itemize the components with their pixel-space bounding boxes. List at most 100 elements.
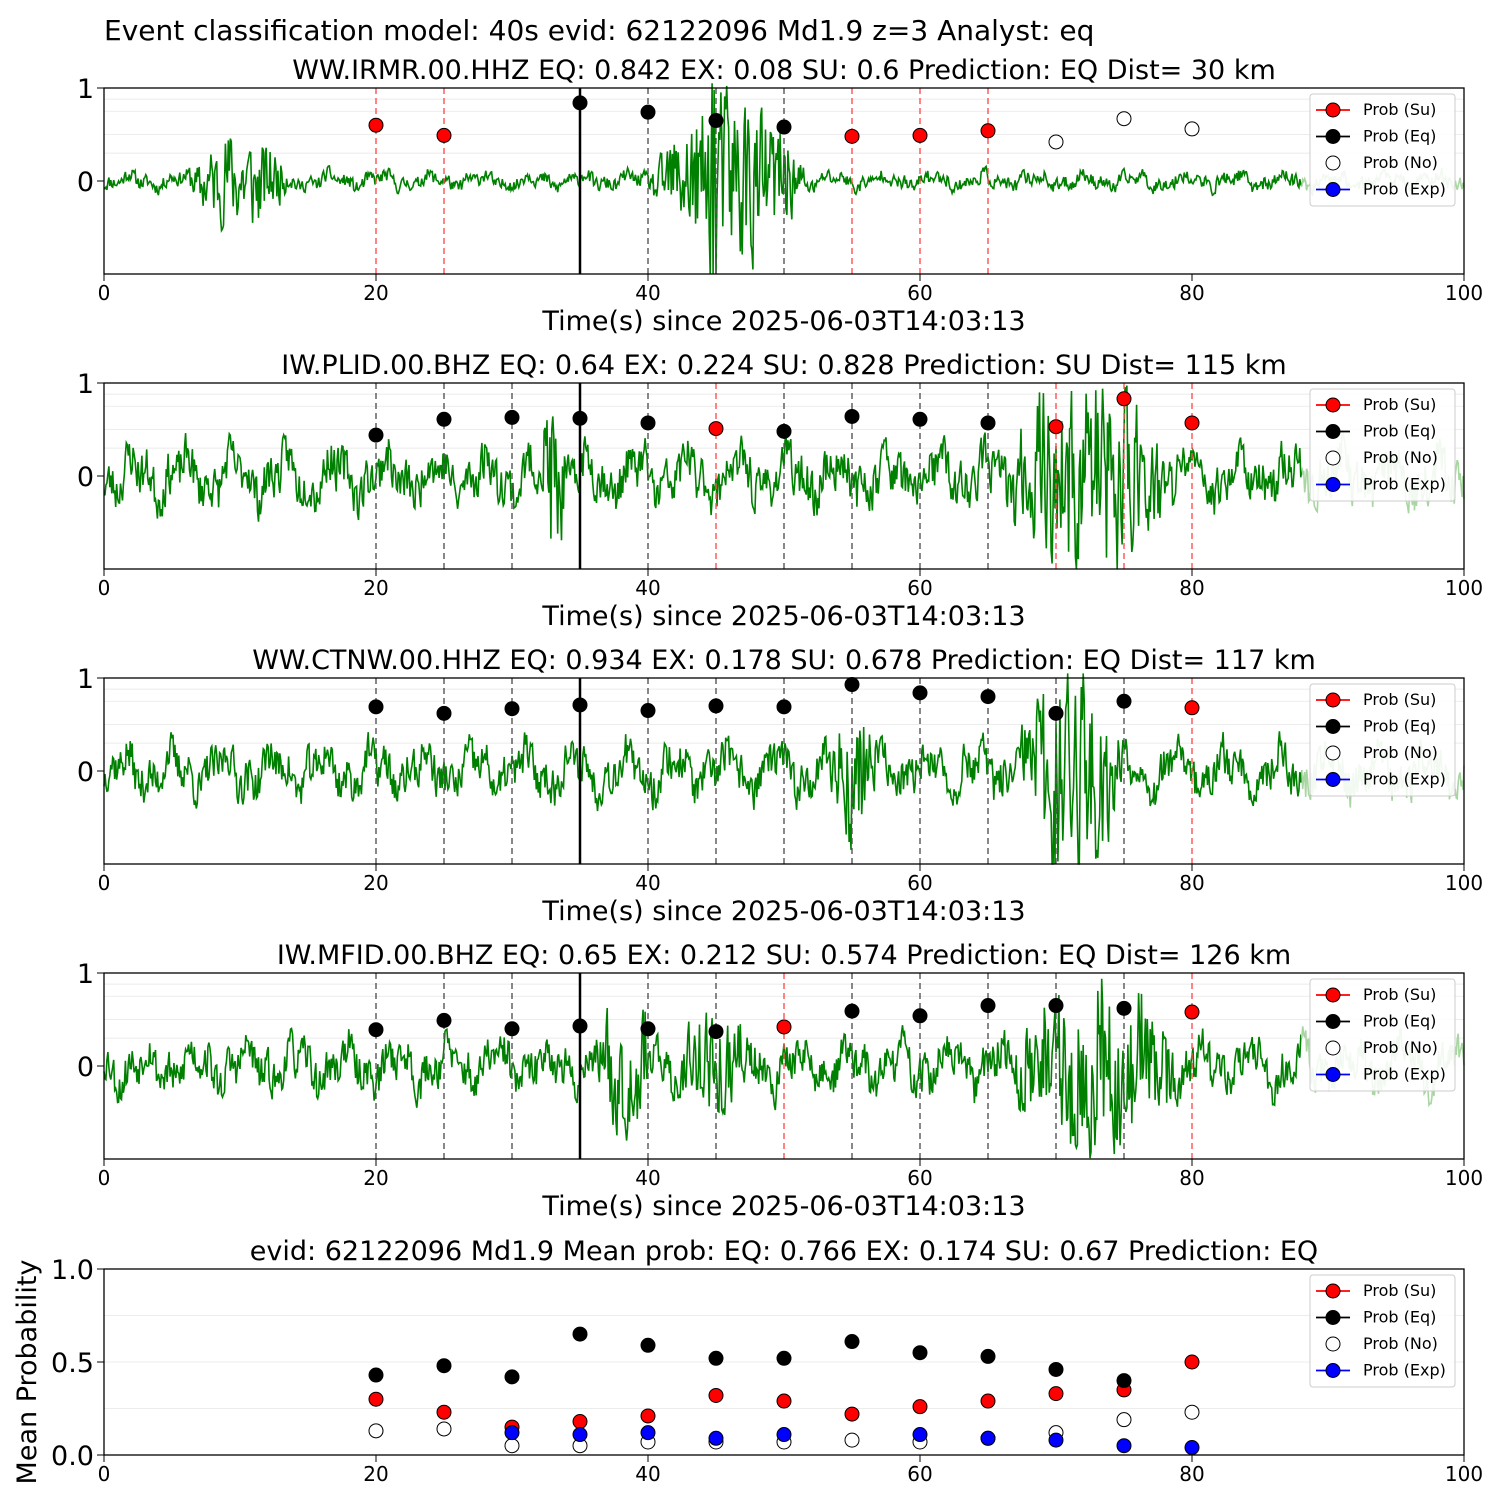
- mean-point-su: [980, 1393, 996, 1409]
- mean-point-exp: [1048, 1432, 1064, 1448]
- mean-point-exp: [640, 1425, 656, 1441]
- mean-point-su: [708, 1387, 724, 1403]
- mean-point-exp: [572, 1427, 588, 1443]
- legend-label: Prob (Exp): [1363, 1361, 1446, 1380]
- legend-label: Prob (Exp): [1363, 770, 1446, 789]
- prob-point-eq: [708, 1024, 724, 1040]
- mean-point-exp: [776, 1427, 792, 1443]
- legend-marker-eq: [1325, 1014, 1341, 1029]
- mean-point-eq: [436, 1358, 452, 1374]
- y-tick-label: 1: [77, 959, 94, 990]
- x-tick-label: 80: [1179, 281, 1204, 305]
- legend-label: Prob (No): [1363, 743, 1438, 762]
- prob-point-eq: [1048, 705, 1064, 721]
- prob-point-su: [708, 421, 724, 437]
- mean-point-no: [436, 1421, 452, 1437]
- prob-point-su: [368, 117, 384, 133]
- station-panel-3: WW.CTNW.00.HHZ EQ: 0.934 EX: 0.178 SU: 0…: [77, 645, 1483, 927]
- legend-marker-su: [1325, 692, 1341, 708]
- prob-point-eq: [572, 697, 588, 713]
- prob-point-eq: [368, 427, 384, 443]
- x-tick-label: 0: [98, 281, 111, 305]
- prob-point-eq: [572, 410, 588, 426]
- prob-point-eq: [776, 699, 792, 715]
- x-tick-label: 0: [98, 871, 111, 895]
- prob-point-eq: [980, 689, 996, 705]
- x-tick-label: 40: [635, 1166, 660, 1190]
- legend-marker-su: [1325, 102, 1341, 118]
- legend-marker-exp: [1325, 1067, 1341, 1082]
- prob-point-eq: [708, 113, 724, 129]
- y-tick-label: 0: [77, 1052, 94, 1083]
- prob-point-eq: [1116, 1000, 1132, 1016]
- legend-marker-su: [1325, 987, 1341, 1003]
- mean-point-exp: [1116, 1438, 1132, 1454]
- prob-point-su: [912, 127, 928, 143]
- mean-panel: evid: 62122096 Md1.9 Mean prob: EQ: 0.76…: [12, 1236, 1483, 1486]
- x-tick-label: 80: [1179, 576, 1204, 600]
- legend-marker-exp: [1325, 772, 1341, 787]
- legend-label: Prob (Eq): [1363, 127, 1436, 146]
- x-tick-label: 20: [363, 576, 388, 600]
- mean-point-exp: [1184, 1440, 1200, 1456]
- x-tick-label: 20: [363, 871, 388, 895]
- prob-point-eq: [980, 415, 996, 431]
- waveform: [103, 673, 1303, 865]
- waveform: [103, 385, 1303, 570]
- legend-label: Prob (Exp): [1363, 1065, 1446, 1084]
- legend-label: Prob (Su): [1363, 395, 1436, 414]
- mean-point-eq: [708, 1350, 724, 1366]
- mean-point-su: [1184, 1354, 1200, 1370]
- x-tick-label: 80: [1179, 1462, 1204, 1486]
- legend-box: [1309, 93, 1456, 207]
- prob-point-su: [1184, 700, 1200, 716]
- prob-point-eq: [640, 104, 656, 120]
- x-tick-label: 0: [98, 1166, 111, 1190]
- y-tick-label: 1: [77, 369, 94, 400]
- x-tick-label: 100: [1445, 1166, 1483, 1190]
- prob-point-su: [1184, 415, 1200, 431]
- prob-point-eq: [572, 1018, 588, 1034]
- legend-label: Prob (Su): [1363, 985, 1436, 1004]
- legend-label: Prob (Su): [1363, 690, 1436, 709]
- x-tick-label: 0: [98, 1462, 111, 1486]
- prob-point-su: [1116, 391, 1132, 407]
- legend-marker-eq: [1325, 1310, 1341, 1325]
- legend-marker-eq: [1325, 719, 1341, 734]
- x-tick-label: 100: [1445, 576, 1483, 600]
- prob-point-eq: [368, 699, 384, 715]
- legend-box: [1309, 978, 1456, 1092]
- x-tick-label: 60: [907, 281, 932, 305]
- suptitle: Event classification model: 40s evid: 62…: [104, 14, 1094, 47]
- prob-point-eq: [504, 701, 520, 717]
- legend-label: Prob (Eq): [1363, 1308, 1436, 1327]
- prob-point-su: [1048, 419, 1064, 435]
- legend-box: [1309, 1274, 1456, 1388]
- prob-point-su: [1184, 1004, 1200, 1020]
- mean-point-eq: [912, 1345, 928, 1361]
- legend-label: Prob (Su): [1363, 100, 1436, 119]
- legend-marker-no: [1325, 1040, 1341, 1056]
- legend-label: Prob (Su): [1363, 1281, 1436, 1300]
- prob-point-no: [1184, 121, 1200, 137]
- x-axis-label: Time(s) since 2025-06-03T14:03:13: [541, 1191, 1025, 1222]
- mean-point-eq: [1116, 1373, 1132, 1389]
- legend-box: [1309, 388, 1456, 502]
- panel-title: IW.MFID.00.BHZ EQ: 0.65 EX: 0.212 SU: 0.…: [277, 940, 1291, 971]
- y-tick-label: 0: [77, 462, 94, 493]
- y-tick-label: 1: [77, 664, 94, 695]
- mean-point-su: [572, 1414, 588, 1430]
- prob-point-eq: [640, 415, 656, 431]
- prob-point-eq: [436, 411, 452, 427]
- prob-point-eq: [708, 698, 724, 714]
- station-panel-2: IW.PLID.00.BHZ EQ: 0.64 EX: 0.224 SU: 0.…: [77, 350, 1483, 632]
- x-tick-label: 100: [1445, 281, 1483, 305]
- mean-point-eq: [640, 1337, 656, 1353]
- prob-point-eq: [504, 1021, 520, 1037]
- mean-point-su: [912, 1399, 928, 1415]
- mean-point-exp: [708, 1430, 724, 1446]
- x-axis-label: Time(s) since 2025-06-03T14:03:13: [541, 896, 1025, 927]
- legend-marker-su: [1325, 1283, 1341, 1299]
- prob-point-eq: [844, 1003, 860, 1019]
